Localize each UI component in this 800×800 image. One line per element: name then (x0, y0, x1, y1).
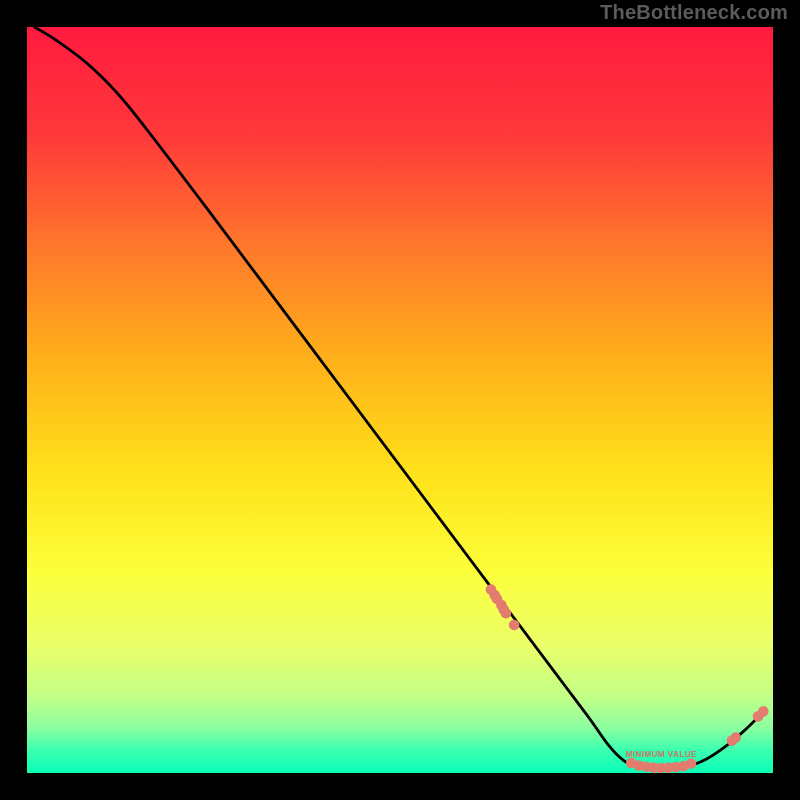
chart-marker (509, 620, 520, 631)
chart-marker (686, 758, 697, 769)
chart-marker (758, 706, 769, 717)
chart-svg-layer: MINIMUM VALUE (0, 0, 800, 800)
chart-minimum-label: MINIMUM VALUE (625, 750, 696, 759)
chart-marker (501, 608, 512, 619)
chart-line (34, 27, 765, 769)
chart-marker (730, 732, 741, 743)
watermark-text: TheBottleneck.com (600, 2, 788, 25)
